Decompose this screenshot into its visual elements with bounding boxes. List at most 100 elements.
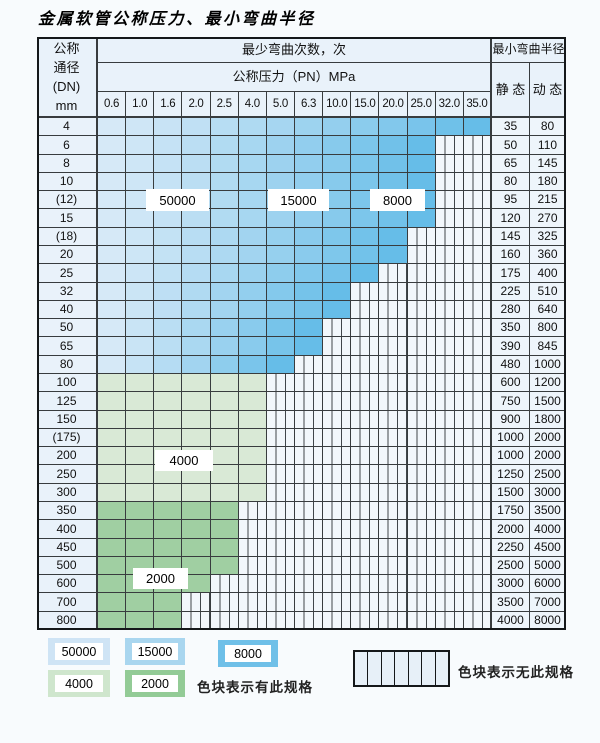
no-spec-stripe <box>422 652 436 685</box>
spec-cell <box>182 337 211 356</box>
no-spec-cell <box>266 465 295 484</box>
spec-cell <box>98 172 127 192</box>
dynamic-value: 2500 <box>530 465 566 484</box>
no-spec-cell <box>351 300 380 320</box>
no-spec-cell <box>295 538 324 557</box>
dynamic-value: 7000 <box>530 593 566 612</box>
row-dn-label: 10 <box>37 172 98 192</box>
spec-cell <box>407 136 436 155</box>
spec-cell <box>98 227 127 246</box>
spec-cell <box>182 319 211 338</box>
row-dn-label: 100 <box>37 374 98 393</box>
no-spec-cell <box>407 319 436 338</box>
row-dn-label: 500 <box>37 556 98 576</box>
spec-cell <box>238 209 267 228</box>
spec-cell <box>379 227 408 246</box>
no-spec-cell <box>323 611 352 630</box>
spec-cell <box>210 428 239 448</box>
dynamic-value: 400 <box>530 264 566 283</box>
no-spec-cell <box>323 575 352 594</box>
spec-cell <box>154 246 183 265</box>
no-spec-stripe <box>408 652 423 685</box>
spec-cell <box>210 191 239 210</box>
spec-cell <box>351 227 380 246</box>
no-spec-cell <box>182 593 211 612</box>
row-dn-label: 400 <box>37 520 98 539</box>
static-value: 1500 <box>492 483 530 502</box>
legend-swatch-8000: 8000 <box>218 640 278 667</box>
dynamic-value: 8000 <box>530 611 566 630</box>
spec-cell <box>126 355 155 374</box>
dynamic-value: 3500 <box>530 502 566 521</box>
no-spec-cell <box>266 556 295 576</box>
no-spec-cell <box>463 575 492 594</box>
no-spec-cell <box>435 374 464 393</box>
no-spec-cell <box>463 246 492 265</box>
spec-cell <box>126 502 155 521</box>
row-dn-label: 40 <box>37 300 98 320</box>
spec-cell <box>98 136 127 155</box>
spec-cell <box>295 136 324 155</box>
no-spec-cell <box>210 611 239 630</box>
dynamic-value: 510 <box>530 282 566 301</box>
spec-cell <box>154 410 183 429</box>
static-value: 900 <box>492 410 530 429</box>
static-value: 4000 <box>492 611 530 630</box>
spec-cell <box>182 520 211 539</box>
spec-cell <box>126 282 155 301</box>
spec-cell <box>182 374 211 393</box>
static-value: 1750 <box>492 502 530 521</box>
no-spec-cell <box>463 337 492 356</box>
no-spec-cell <box>351 282 380 301</box>
no-spec-cell <box>435 575 464 594</box>
spec-cell <box>238 172 267 192</box>
pressure-col-header: 6.3 <box>295 92 324 118</box>
static-value: 1000 <box>492 428 530 448</box>
no-spec-cell <box>379 483 408 502</box>
no-spec-cell <box>323 374 352 393</box>
no-spec-cell <box>323 428 352 448</box>
spec-cell <box>154 154 183 173</box>
legend-swatch-label: 2000 <box>132 675 178 692</box>
spec-cell <box>98 319 127 338</box>
no-spec-cell <box>238 575 267 594</box>
no-spec-cell <box>463 483 492 502</box>
spec-cell <box>98 300 127 320</box>
spec-cell <box>182 575 211 594</box>
no-spec-cell <box>295 483 324 502</box>
static-value: 35 <box>492 118 530 137</box>
no-spec-cell <box>407 355 436 374</box>
no-spec-cell <box>323 447 352 466</box>
spec-cell <box>154 282 183 301</box>
spec-cell <box>210 136 239 155</box>
no-spec-cell <box>351 575 380 594</box>
spec-cell <box>323 227 352 246</box>
spec-cell <box>238 410 267 429</box>
no-spec-cell <box>463 282 492 301</box>
no-spec-cell <box>407 337 436 356</box>
spec-cell <box>126 593 155 612</box>
spec-cell <box>182 300 211 320</box>
spec-cell <box>210 465 239 484</box>
spec-cell <box>435 118 464 137</box>
pressure-col-header: 1.6 <box>154 92 183 118</box>
spec-cell <box>98 191 127 210</box>
no-spec-cell <box>407 447 436 466</box>
static-value: 225 <box>492 282 530 301</box>
spec-cell <box>154 300 183 320</box>
spec-cell <box>323 191 352 210</box>
spec-cell <box>323 246 352 265</box>
spec-cell <box>295 337 324 356</box>
spec-cell <box>126 483 155 502</box>
dynamic-value: 640 <box>530 300 566 320</box>
no-spec-cell <box>407 483 436 502</box>
cycles-label-8000: 8000 <box>370 189 425 211</box>
no-spec-cell <box>407 611 436 630</box>
no-spec-cell <box>407 227 436 246</box>
static-value: 2000 <box>492 520 530 539</box>
no-spec-cell <box>266 520 295 539</box>
no-spec-cell <box>266 611 295 630</box>
legend-swatch-2000: 2000 <box>125 670 185 697</box>
spec-cell <box>295 282 324 301</box>
no-spec-cell <box>435 428 464 448</box>
